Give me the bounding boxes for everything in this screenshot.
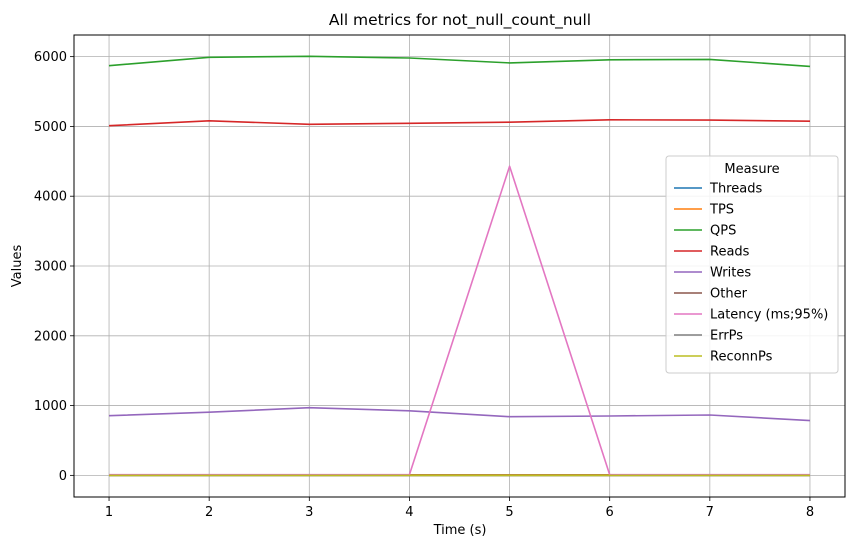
chart-title: All metrics for not_null_count_null <box>329 11 591 30</box>
y-tick-label: 5000 <box>34 120 67 135</box>
y-tick-label: 0 <box>59 469 67 484</box>
y-axis: 0 1000 2000 3000 4000 5000 6000 <box>34 50 74 484</box>
legend-entry: ReconnPs <box>710 350 773 365</box>
legend: Measure Threads TPS QPS Reads Writes Other Late… <box>665 155 839 374</box>
legend-title: Measure <box>724 162 779 177</box>
x-axis: 1 2 3 4 5 6 7 8 <box>105 497 814 520</box>
x-tick-label: 6 <box>606 505 614 520</box>
legend-entry: Reads <box>710 245 750 260</box>
legend-entry: Threads <box>709 182 762 197</box>
x-tick-label: 4 <box>405 505 413 520</box>
x-tick-label: 5 <box>505 505 513 520</box>
y-tick-label: 1000 <box>34 399 67 414</box>
y-tick-label: 3000 <box>34 260 67 275</box>
series-line-qps <box>108 55 811 68</box>
legend-entry: QPS <box>710 224 736 239</box>
y-tick-label: 6000 <box>34 50 67 65</box>
legend-entry: Writes <box>710 266 751 281</box>
x-tick-label: 1 <box>105 505 113 520</box>
legend-entry: Latency (ms;95%) <box>710 308 828 323</box>
y-axis-label: Values <box>10 245 25 288</box>
x-tick-label: 7 <box>706 505 714 520</box>
x-axis-label: Time (s) <box>433 523 487 538</box>
legend-box <box>665 155 839 374</box>
x-tick-label: 8 <box>806 505 814 520</box>
series-lines <box>108 55 811 477</box>
legend-entry: Other <box>710 287 748 302</box>
x-tick-label: 2 <box>205 505 213 520</box>
x-tick-label: 3 <box>305 505 313 520</box>
legend-entry: TPS <box>709 203 734 218</box>
legend-entry: ErrPs <box>710 329 743 344</box>
y-tick-label: 2000 <box>34 329 67 344</box>
y-tick-label: 4000 <box>34 190 67 205</box>
series-line-writes <box>108 406 811 422</box>
series-line-reads <box>108 119 811 127</box>
